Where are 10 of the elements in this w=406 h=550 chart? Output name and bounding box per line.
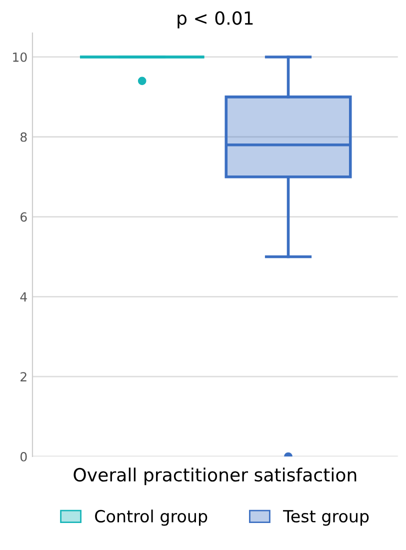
y-tick-label: 8 (20, 132, 27, 142)
y-tick-label: 4 (20, 292, 27, 302)
legend-label: Test group (283, 510, 369, 526)
y-tick-label: 2 (20, 372, 26, 382)
chart-title: p < 0.01 (178, 11, 253, 28)
x-tick-label: Overall practitioner satisfaction (74, 468, 356, 486)
y-tick-label: 0 (20, 452, 27, 462)
legend-label: Control group (95, 510, 208, 526)
y-tick-label: 6 (20, 212, 27, 222)
y-tick-label: 10 (13, 52, 27, 62)
